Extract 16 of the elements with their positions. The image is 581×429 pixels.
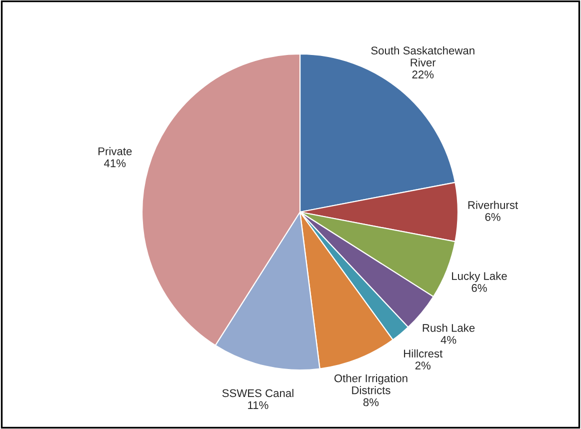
data-label: 8% xyxy=(363,398,379,406)
slice-label: Lucky Lake xyxy=(452,272,507,282)
data-label: 6% xyxy=(485,213,500,221)
slice-label: Private xyxy=(98,147,132,156)
data-label: 4% xyxy=(440,336,456,344)
data-label: 11% xyxy=(248,401,268,410)
slice-label: Riverhurst xyxy=(468,200,518,209)
data-label: 41% xyxy=(104,159,126,168)
data-label: 2% xyxy=(415,362,431,370)
slice-label: SSWES Canal xyxy=(222,388,294,398)
slice-label: Rush Lake xyxy=(422,324,475,332)
slice-label: South Saskatchewan River xyxy=(371,46,474,66)
slice-label: Other Irrigation Districts xyxy=(334,374,408,394)
slice-label: Hillcrest xyxy=(404,349,443,358)
data-label: 6% xyxy=(472,284,487,292)
data-label: 22% xyxy=(412,70,434,78)
